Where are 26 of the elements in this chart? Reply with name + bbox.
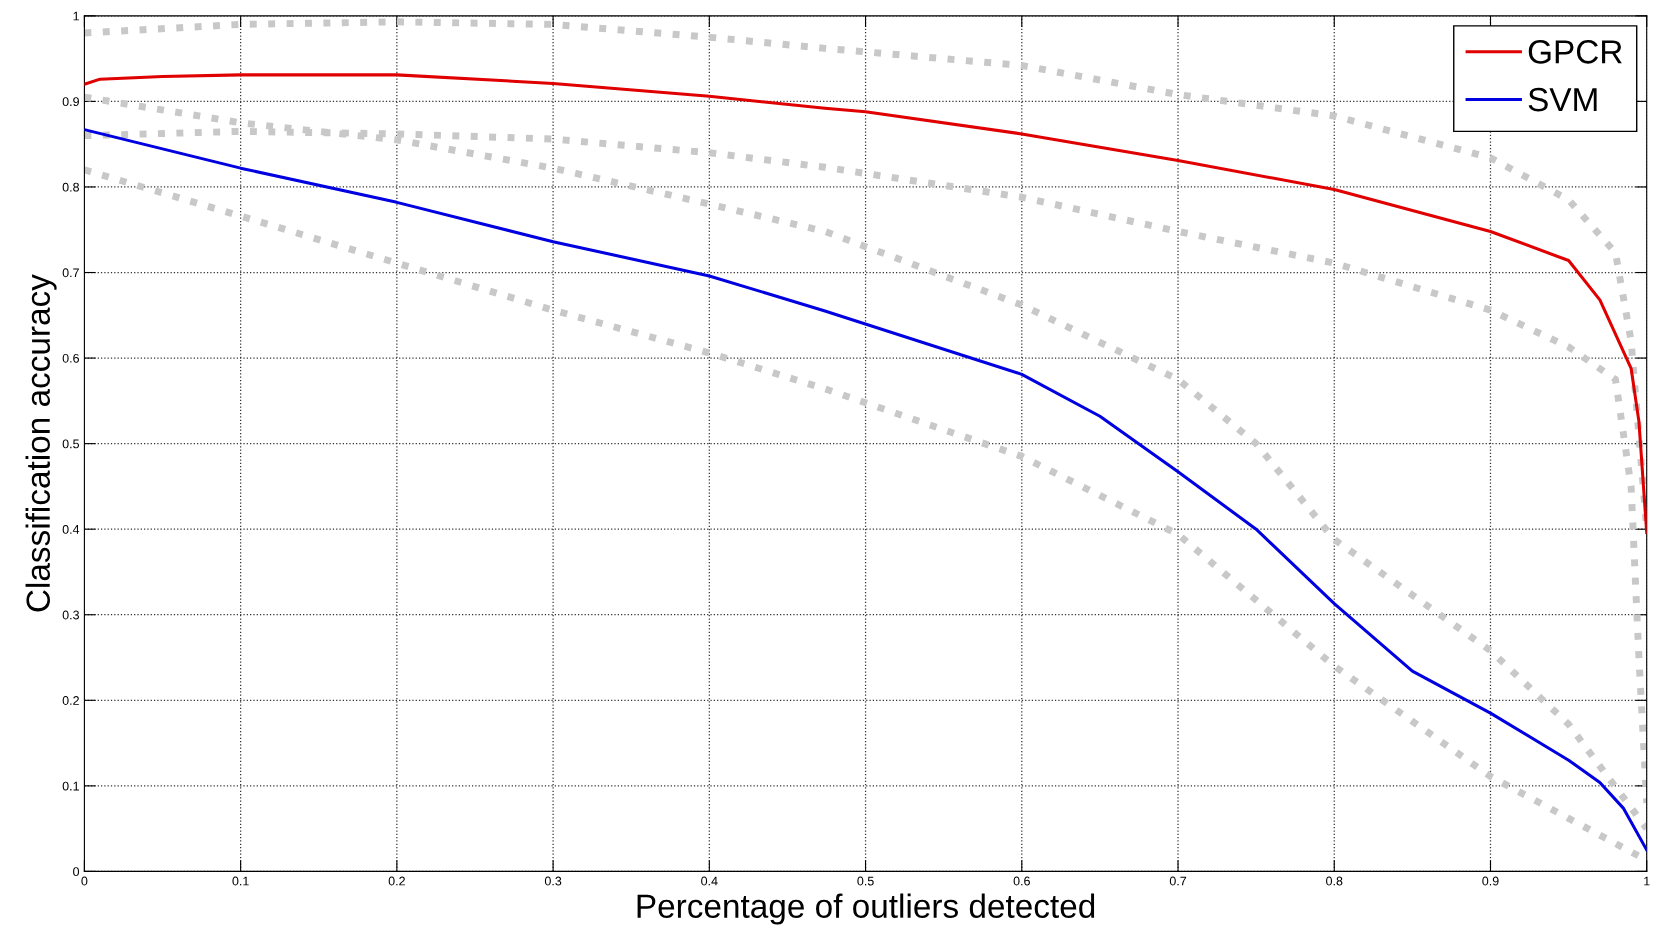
legend-label: GPCR [1528,40,1622,64]
x-tick-label: 0.9 [1482,876,1499,886]
legend-label: SVM [1528,87,1597,112]
x-tick-label: 0.8 [1326,876,1343,886]
y-tick-label: 0 [73,867,80,877]
y-tick-label: 0.1 [62,781,79,791]
y-axis-title: Classification accuracy [25,274,57,612]
y-tick-label: 0.5 [62,439,80,449]
y-tick-label: 0.4 [62,524,80,534]
x-tick-label: 0.1 [232,876,249,886]
y-tick-label: 0.2 [62,696,79,705]
x-tick-label: 0.3 [544,876,562,886]
x-tick-label: 0.5 [857,876,874,886]
y-tick-label: 0.7 [62,268,79,278]
x-tick-label: 0 [81,876,88,886]
x-tick-label: 0.4 [701,876,718,886]
x-tick-label: 0.6 [1013,876,1030,886]
x-tick-label: 1 [1644,876,1650,886]
x-tick-label: 0.2 [388,876,405,886]
y-tick-label: 0.9 [62,97,79,107]
x-tick-label: 0.7 [1169,876,1187,886]
y-tick-label: 1 [73,11,79,21]
y-tick-label: 0.6 [62,353,79,363]
y-tick-label: 0.8 [62,182,79,192]
x-axis-title: Percentage of outliers detected [637,893,1095,925]
y-tick-label: 0.3 [62,610,79,620]
